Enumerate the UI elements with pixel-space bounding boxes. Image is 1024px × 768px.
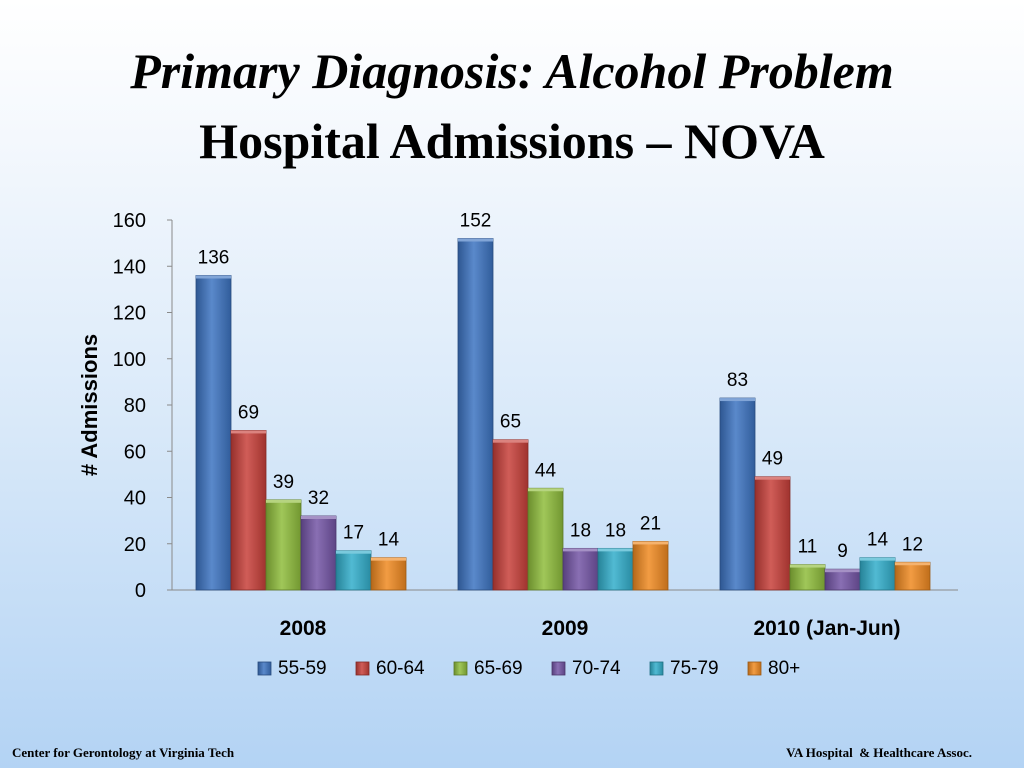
x-category-label: 2010 (Jan-Jun) [753, 617, 900, 640]
data-label: 11 [798, 537, 818, 558]
bar [230, 430, 267, 591]
legend-label: 70-74 [572, 658, 621, 679]
footer-right-text: VA Hospital & Healthcare Assoc. [786, 745, 972, 760]
bar-top-highlight [825, 569, 860, 573]
bar [754, 476, 791, 591]
bar [719, 397, 756, 591]
data-label: 12 [902, 534, 923, 555]
bar [527, 487, 564, 591]
bar-top-highlight [528, 488, 563, 492]
data-label: 32 [308, 488, 329, 509]
bar-top-highlight [231, 430, 266, 434]
x-category-label: 2008 [280, 617, 327, 640]
legend-swatch [453, 661, 468, 676]
bar-top-highlight [336, 550, 371, 554]
data-label: 14 [378, 530, 400, 551]
bar-top-highlight [720, 398, 755, 402]
bar-top-highlight [493, 439, 528, 443]
bar [597, 547, 634, 591]
data-label: 65 [500, 412, 521, 433]
bar-top-highlight [895, 562, 930, 566]
y-tick-label: 120 [113, 303, 146, 325]
bar [492, 439, 529, 591]
bar [824, 568, 861, 591]
bar-top-highlight [860, 557, 895, 561]
y-tick-label: 40 [124, 488, 146, 510]
legend-label: 75-79 [670, 658, 719, 679]
bar-top-highlight [196, 275, 231, 279]
data-label: 14 [867, 530, 889, 551]
bar-top-highlight [755, 476, 790, 480]
data-label: 44 [535, 460, 557, 481]
data-label: 17 [343, 523, 364, 544]
bar [195, 275, 232, 591]
slide-title-line1: Primary Diagnosis: Alcohol Problem [130, 43, 894, 99]
legend-swatch [747, 661, 762, 676]
bar [335, 550, 372, 591]
y-axis-title: # Admissions [77, 334, 102, 476]
data-label: 21 [640, 513, 661, 534]
legend-swatch [257, 661, 272, 676]
y-tick-label: 140 [113, 256, 146, 278]
data-label: 136 [198, 248, 230, 269]
bar [859, 557, 896, 591]
legend-swatch [355, 661, 370, 676]
bar-top-highlight [371, 557, 406, 561]
bar [370, 557, 407, 591]
y-tick-label: 100 [113, 349, 146, 371]
data-label: 83 [727, 370, 748, 391]
bar-top-highlight [563, 548, 598, 552]
data-label: 18 [605, 520, 626, 541]
y-tick-label: 0 [135, 580, 146, 602]
bar-top-highlight [633, 541, 668, 545]
legend-label: 55-59 [278, 658, 327, 679]
legend-swatch [649, 661, 664, 676]
bar [789, 564, 826, 591]
legend-label: 60-64 [376, 658, 425, 679]
bar-top-highlight [598, 548, 633, 552]
legend-label: 80+ [768, 658, 800, 679]
footer-left-text: Center for Gerontology at Virginia Tech [12, 745, 235, 760]
legend-swatch [551, 661, 566, 676]
data-label: 152 [460, 211, 492, 232]
data-label: 39 [273, 472, 294, 493]
y-tick-label: 60 [124, 441, 146, 463]
y-tick-label: 80 [124, 395, 146, 417]
bar-top-highlight [790, 564, 825, 568]
x-category-label: 2009 [542, 617, 589, 640]
bar [300, 515, 337, 591]
legend-label: 65-69 [474, 658, 523, 679]
data-label: 69 [238, 402, 259, 423]
bar-top-highlight [301, 516, 336, 519]
y-tick-label: 20 [124, 534, 146, 556]
y-tick-label: 160 [113, 210, 146, 232]
data-label: 9 [837, 541, 848, 562]
bar [632, 541, 669, 591]
data-label: 18 [570, 520, 591, 541]
bar [457, 238, 494, 591]
bar [894, 561, 931, 591]
bar [562, 547, 599, 591]
slide-title-line2: Hospital Admissions – NOVA [199, 113, 825, 169]
data-label: 49 [762, 449, 783, 470]
bar-top-highlight [458, 238, 493, 242]
bar-top-highlight [266, 499, 301, 503]
bar [265, 499, 302, 591]
